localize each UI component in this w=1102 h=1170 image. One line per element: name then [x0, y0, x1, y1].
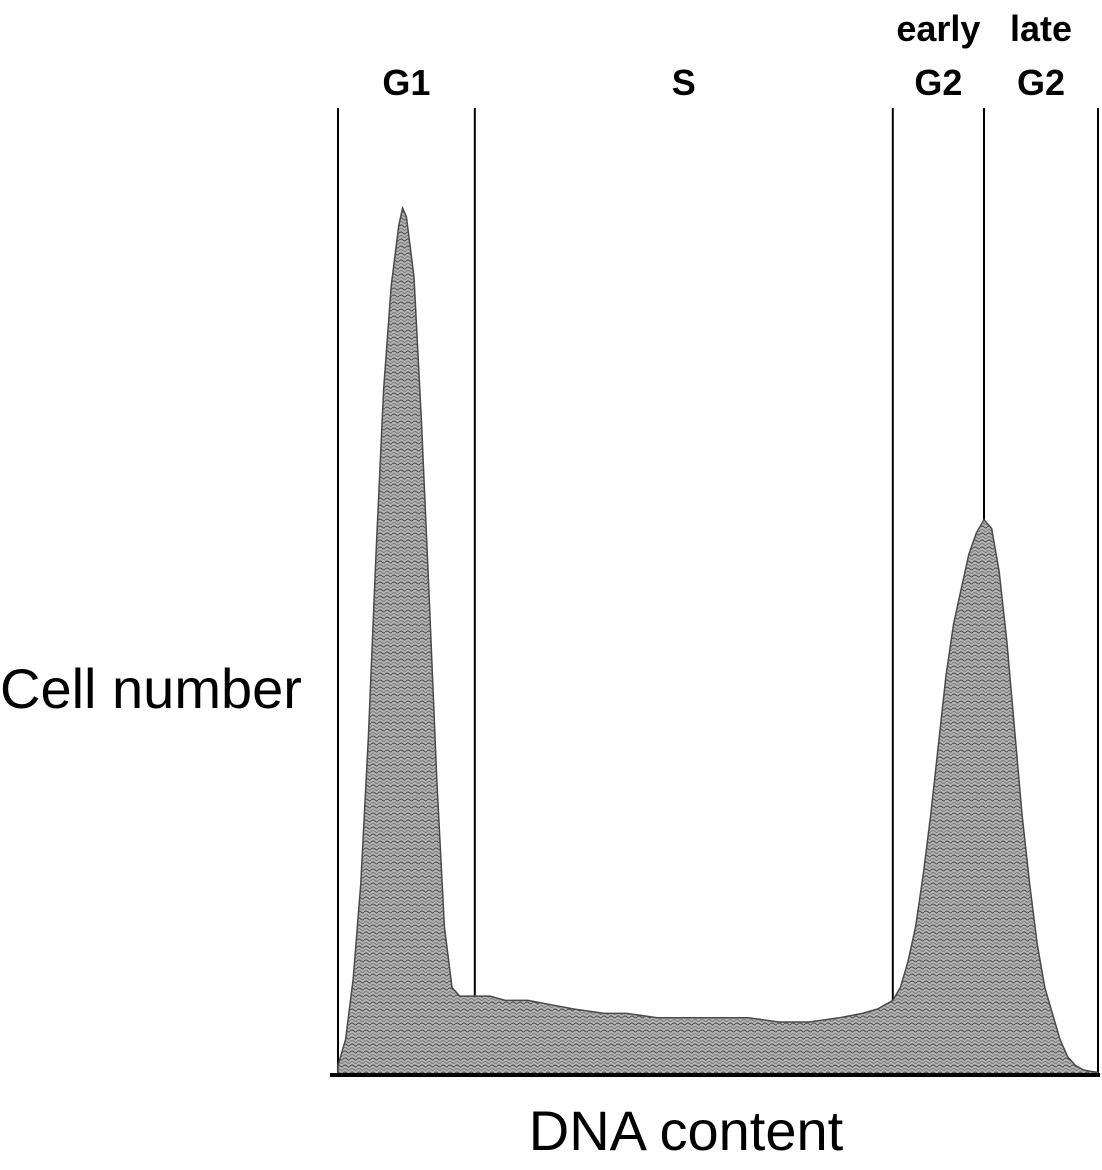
- phase-label: early G2: [896, 8, 980, 103]
- phase-label-line: G1: [382, 62, 430, 103]
- phase-label-line: early: [896, 8, 980, 49]
- phase-label: S: [672, 62, 696, 103]
- phase-label-line: G2: [1017, 62, 1065, 103]
- phase-label: G1: [382, 62, 430, 103]
- x-axis-label: DNA content: [529, 1099, 844, 1162]
- phase-label: late G2: [1010, 8, 1072, 103]
- histogram-area: [337, 205, 1099, 1075]
- phase-label-line: late: [1010, 8, 1072, 49]
- y-axis-label: Cell number: [0, 657, 302, 720]
- phase-label-line: S: [672, 62, 696, 103]
- phase-label-line: G2: [914, 62, 962, 103]
